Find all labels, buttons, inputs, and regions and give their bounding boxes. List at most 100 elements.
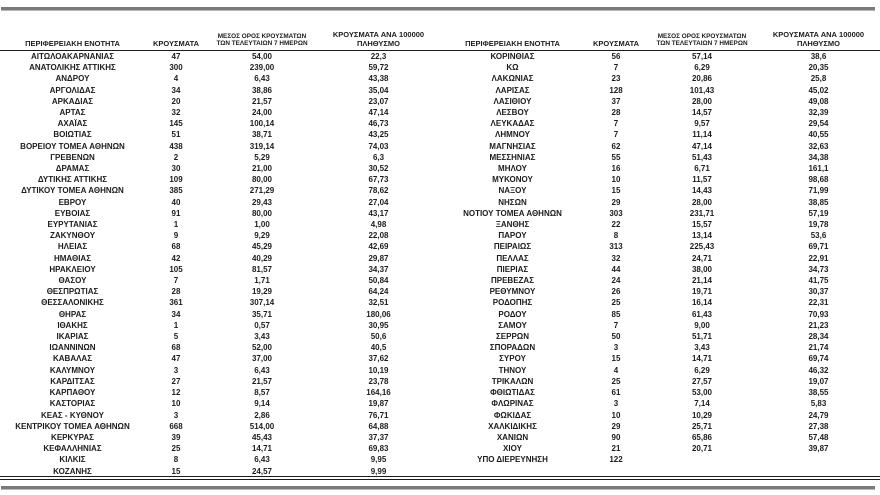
per100k-cell: 43,38 [368, 74, 389, 84]
cases-cell: 128 [609, 85, 623, 95]
region-cell: ΝΟΤΙΟΥ ΤΟΜΕΑ ΑΘΗΝΩΝ [463, 208, 562, 218]
region-cell: ΘΑΣΟΥ [58, 276, 87, 286]
region-cell: ΣΥΡΟΥ [499, 354, 526, 364]
table-row: ΙΩΑΝΝΙΝΩΝ 68 52,00 40,5 [0, 342, 440, 353]
page-top-rule [1, 7, 875, 11]
cases-cell: 438 [169, 141, 183, 151]
avg7-cell: 9,57 [694, 119, 710, 129]
cases-cell: 40 [171, 197, 181, 207]
cases-cell: 361 [169, 298, 183, 308]
table-row: ΕΥΡΥΤΑΝΙΑΣ 1 1,00 4,98 [0, 219, 440, 230]
avg7-cell: 1,00 [254, 220, 270, 230]
table-header: ΠΕΡΙΦΕΡΕΙΑΚΗ ΕΝΟΤΗΤΑ ΚΡΟΥΣΜΑΤΑ ΜΕΣΟΣ ΟΡΟ… [0, 26, 440, 51]
table-row: ΛΕΣΒΟΥ 28 14,57 32,39 [440, 107, 880, 118]
per100k-cell: 23,78 [368, 376, 389, 386]
cases-cell: 15 [171, 466, 181, 476]
region-cell: ΛΑΣΙΘΙΟΥ [493, 96, 532, 106]
table-row: ΚΟΖΑΝΗΣ 15 24,57 9,99 [0, 466, 440, 477]
avg7-cell: 11,14 [692, 130, 712, 140]
region-cell: ΧΑΛΚΙΔΙΚΗΣ [488, 421, 537, 431]
region-cell: ΗΜΑΘΙΑΣ [53, 253, 92, 263]
region-cell: ΑΙΤΩΛΟΑΚΑΡΝΑΝΙΑΣ [30, 52, 115, 61]
cases-cell: 68 [171, 242, 181, 252]
avg7-cell: 5,29 [254, 152, 270, 162]
header-avg7-line1: ΜΕΣΟΣ ΟΡΟΣ ΚΡΟΥΣΜΑΤΩΝ [657, 32, 747, 40]
region-cell: ΚΕΡΚΥΡΑΣ [51, 432, 94, 442]
per100k-cell: 6,3 [372, 152, 385, 162]
avg7-cell: 45,43 [251, 432, 273, 442]
regional-tables: ΠΕΡΙΦΕΡΕΙΑΚΗ ΕΝΟΤΗΤΑ ΚΡΟΥΣΜΑΤΑ ΜΕΣΟΣ ΟΡΟ… [0, 26, 880, 477]
region-cell: ΑΡΚΑΔΙΑΣ [51, 96, 94, 106]
table-row: ΗΜΑΘΙΑΣ 42 40,29 29,87 [0, 253, 440, 264]
per100k-cell: 67,73 [368, 175, 389, 185]
table-row: ΝΗΣΩΝ 29 28,00 38,85 [440, 197, 880, 208]
region-cell: ΒΟΡΕΙΟΥ ΤΟΜΕΑ ΑΘΗΝΩΝ [20, 141, 125, 151]
cases-cell: 20 [171, 96, 181, 106]
avg7-cell: 307,14 [249, 298, 275, 308]
per100k-cell: 69,71 [808, 242, 829, 252]
avg7-cell: 11,57 [692, 175, 712, 185]
region-cell: ΑΝΑΤΟΛΙΚΗΣ ΑΤΤΙΚΗΣ [29, 63, 116, 73]
table-row: ΒΟΙΩΤΙΑΣ 51 38,71 43,25 [0, 129, 440, 140]
per100k-cell: 53,6 [810, 231, 827, 241]
per100k-cell: 38,6 [810, 52, 827, 61]
region-cell: ΝΑΞΟΥ [498, 186, 527, 196]
table-row: ΦΩΚΙΔΑΣ 10 10,29 24,79 [440, 410, 880, 421]
region-cell: ΦΛΩΡΙΝΑΣ [491, 399, 534, 409]
table-row: ΜΥΚΟΝΟΥ 10 11,57 98,68 [440, 174, 880, 185]
avg7-cell: 231,71 [689, 208, 715, 218]
per100k-cell: 42,69 [368, 242, 389, 252]
header-avg7: ΜΕΣΟΣ ΟΡΟΣ ΚΡΟΥΣΜΑΤΩΝ ΤΩΝ ΤΕΛΕΥΤΑΙΩΝ 7 Η… [207, 26, 317, 51]
cases-cell: 42 [171, 253, 181, 263]
cases-cell: 109 [169, 175, 183, 185]
region-cell: ΚΟΖΑΝΗΣ [53, 466, 92, 476]
avg7-cell: 21,14 [691, 276, 713, 286]
region-cell: ΚΑΡΔΙΤΣΑΣ [50, 376, 95, 386]
table-row: ΡΟΔΟΥ 85 61,43 70,93 [440, 309, 880, 320]
table-row: ΑΙΤΩΛΟΑΚΑΡΝΑΝΙΑΣ 47 54,00 22,3 [0, 51, 440, 63]
table-row: ΒΟΡΕΙΟΥ ΤΟΜΕΑ ΑΘΗΝΩΝ 438 319,14 74,03 [0, 141, 440, 152]
region-cell: ΒΟΙΩΤΙΑΣ [53, 130, 92, 140]
cases-cell: 16 [611, 164, 621, 174]
avg7-cell: 25,71 [691, 421, 713, 431]
avg7-cell: 100,14 [249, 119, 275, 129]
avg7-cell: 21,57 [251, 376, 273, 386]
table-row: ΚΕΡΚΥΡΑΣ 39 45,43 37,37 [0, 432, 440, 443]
region-cell: ΠΑΡΟΥ [498, 231, 527, 241]
per100k-cell: 20,35 [808, 63, 829, 73]
table-row: ΚΙΛΚΙΣ 8 6,43 9,95 [0, 454, 440, 465]
avg7-cell: 239,00 [249, 63, 275, 73]
cases-cell: 28 [171, 287, 181, 297]
per100k-cell: 50,84 [368, 276, 389, 286]
per100k-cell: 37,62 [368, 354, 389, 364]
per100k-cell: 40,55 [808, 130, 829, 140]
cases-cell: 30 [171, 164, 181, 174]
cases-cell: 34 [171, 85, 181, 95]
region-cell: ΛΕΣΒΟΥ [496, 108, 529, 118]
cases-cell: 7 [613, 320, 619, 330]
table-row: ΑΧΑΪΑΣ 145 100,14 46,73 [0, 118, 440, 129]
per100k-cell: 27,04 [368, 197, 389, 207]
avg7-cell: 20,86 [691, 74, 713, 84]
cases-cell: 12 [171, 388, 181, 398]
per100k-cell: 40,5 [370, 343, 387, 353]
per100k-cell: 34,38 [808, 152, 829, 162]
region-cell: ΛΕΥΚΑΔΑΣ [490, 119, 535, 129]
cases-cell: 7 [613, 130, 619, 140]
cases-cell: 68 [171, 343, 181, 353]
avg7-cell: 24,57 [251, 466, 273, 476]
region-cell: ΣΕΡΡΩΝ [496, 332, 529, 342]
avg7-cell: 53,00 [691, 388, 713, 398]
table-row: ΦΛΩΡΙΝΑΣ 3 7,14 5,83 [440, 398, 880, 409]
per100k-cell: 21,74 [808, 343, 829, 353]
table-row: ΚΕΦΑΛΛΗΝΙΑΣ 25 14,71 69,83 [0, 443, 440, 454]
header-cases-label: ΚΡΟΥΣΜΑΤΑ [152, 38, 200, 48]
region-cell: ΣΠΟΡΑΔΩΝ [489, 343, 536, 353]
table-row: ΥΠΟ ΔΙΕΡΕΥΝΗΣΗ 122 [440, 454, 880, 465]
avg7-cell: 271,29 [249, 186, 275, 196]
cases-cell: 10 [611, 175, 621, 185]
region-cell: ΥΠΟ ΔΙΕΡΕΥΝΗΣΗ [477, 455, 548, 465]
per100k-cell: 74,03 [368, 141, 389, 151]
table-row: ΔΡΑΜΑΣ 30 21,00 30,52 [0, 163, 440, 174]
table-row: ΠΡΕΒΕΖΑΣ 24 21,14 41,75 [440, 275, 880, 286]
